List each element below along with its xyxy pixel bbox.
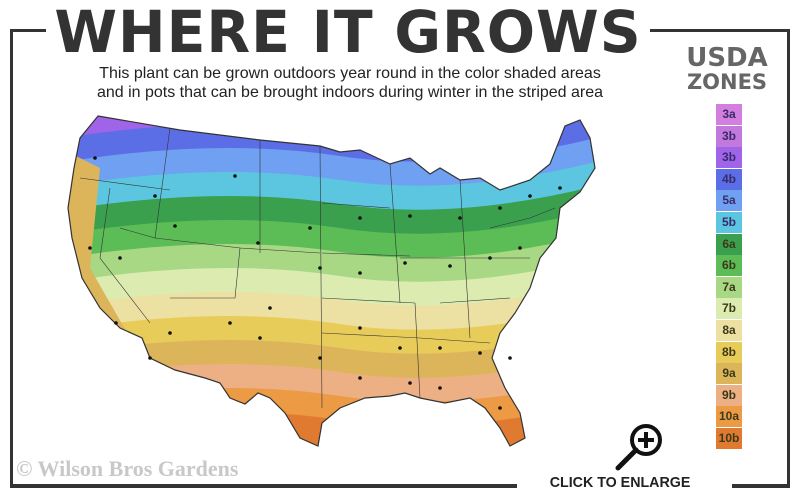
legend-zone-9a: 9a <box>716 363 742 385</box>
legend-zone-6b: 6b <box>716 255 742 277</box>
legend-zone-5b: 5b <box>716 211 742 233</box>
legend-zone-5a: 5a <box>716 190 742 212</box>
city-dot <box>308 226 312 230</box>
city-dot <box>318 356 322 360</box>
legend-zone-3a: 3a <box>716 104 742 125</box>
city-dot <box>488 256 492 260</box>
city-dot <box>498 206 502 210</box>
subtitle-line-1: This plant can be grown outdoors year ro… <box>99 65 601 82</box>
subtitle: This plant can be grown outdoors year ro… <box>40 64 660 102</box>
city-dot <box>448 264 452 268</box>
frame-bottom-end <box>732 484 790 488</box>
click-to-enlarge-label[interactable]: CLICK TO ENLARGE <box>549 474 691 491</box>
frame-right <box>787 29 790 487</box>
city-dot <box>168 331 172 335</box>
city-dot <box>268 306 272 310</box>
city-dot <box>478 351 482 355</box>
zone-bands <box>68 116 595 446</box>
legend-zone-8b: 8b <box>716 341 742 363</box>
frame-bottom-mid <box>345 484 517 488</box>
frame-left <box>10 29 13 487</box>
city-dot <box>558 186 562 190</box>
city-dot <box>318 266 322 270</box>
legend-title-line-1: USDA <box>686 43 768 73</box>
city-dot <box>403 261 407 265</box>
legend-zone-10a: 10a <box>716 406 742 428</box>
zoom-in-magnifier-icon[interactable] <box>612 422 666 472</box>
city-dot <box>153 194 157 198</box>
legend-zone-10b: 10b <box>716 427 742 449</box>
city-dot <box>256 241 260 245</box>
frame-top-left <box>10 29 46 32</box>
city-dot <box>228 321 232 325</box>
frame-bottom-left <box>10 484 345 488</box>
subtitle-line-2: and in pots that can be brought indoors … <box>96 84 604 101</box>
copyright-watermark: © Wilson Bros Gardens <box>16 456 239 481</box>
city-dot <box>408 214 412 218</box>
page-title: WHERE IT GROWS <box>54 0 642 66</box>
legend-zone-6a: 6a <box>716 233 742 255</box>
city-dot <box>258 336 262 340</box>
city-dot <box>438 346 442 350</box>
city-dot <box>408 381 412 385</box>
city-dot <box>114 321 118 325</box>
zone-legend: 3a 3b 3b 4b 5a 5b 6a 6b 7a 7b 8a 8b 9a 9b 10a 10b <box>716 104 742 450</box>
city-dot <box>358 326 362 330</box>
city-dot <box>498 406 502 410</box>
click-to-enlarge-button[interactable]: CLICK TO ENLARGE <box>530 418 730 498</box>
city-dot <box>88 246 92 250</box>
city-dot <box>518 246 522 250</box>
city-dot <box>118 256 122 260</box>
legend-title-line-2: ZONES <box>686 70 768 94</box>
legend-zone-4b: 4b <box>716 168 742 190</box>
city-dot <box>438 386 442 390</box>
city-markers <box>88 156 562 410</box>
city-dot <box>148 356 152 360</box>
city-dot <box>398 346 402 350</box>
city-dot <box>358 376 362 380</box>
city-dot <box>233 174 237 178</box>
legend-zone-7a: 7a <box>716 276 742 298</box>
city-dot <box>458 216 462 220</box>
city-dot <box>528 194 532 198</box>
state-borders <box>79 127 556 409</box>
city-dot <box>358 271 362 275</box>
legend-title: USDA ZONES <box>672 43 782 94</box>
frame-top-right <box>650 29 790 32</box>
usda-zone-map[interactable] <box>60 108 620 453</box>
city-dot <box>508 356 512 360</box>
city-dot <box>173 224 177 228</box>
legend-zone-3b: 3b <box>716 125 742 147</box>
city-dot <box>93 156 97 160</box>
legend-zone-8a: 8a <box>716 319 742 341</box>
legend-zone-3b: 3b <box>716 147 742 169</box>
legend-zone-7b: 7b <box>716 298 742 320</box>
legend-zone-9b: 9b <box>716 384 742 406</box>
city-dot <box>358 216 362 220</box>
